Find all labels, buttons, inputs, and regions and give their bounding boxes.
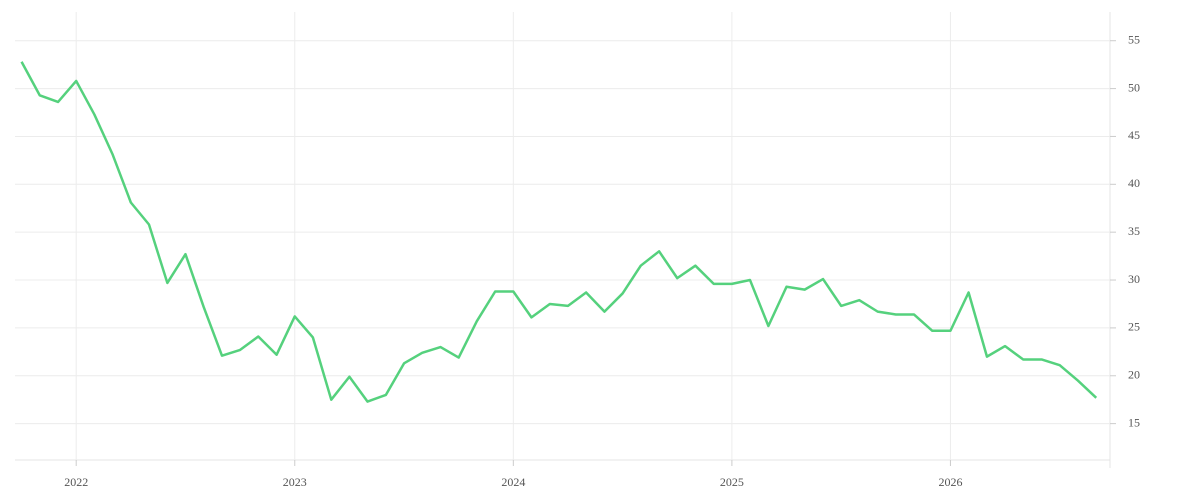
data-line [20, 61, 1098, 403]
y-tick-label: 35 [1128, 224, 1140, 238]
y-tick-label: 40 [1128, 176, 1140, 190]
x-tick-label: 2025 [720, 475, 744, 489]
y-tick-label: 50 [1128, 80, 1140, 94]
y-tick-label: 55 [1128, 32, 1140, 46]
y-tick-label: 15 [1128, 415, 1140, 429]
y-tick-label: 45 [1128, 128, 1140, 142]
y-tick-label: 25 [1128, 320, 1140, 334]
y-tick-label: 30 [1128, 272, 1140, 286]
x-tick-label: 2022 [64, 475, 88, 489]
x-tick-label: 2026 [938, 475, 962, 489]
x-tick-label: 2023 [283, 475, 307, 489]
x-tick-label: 2024 [501, 475, 525, 489]
y-tick-label: 20 [1128, 368, 1140, 382]
